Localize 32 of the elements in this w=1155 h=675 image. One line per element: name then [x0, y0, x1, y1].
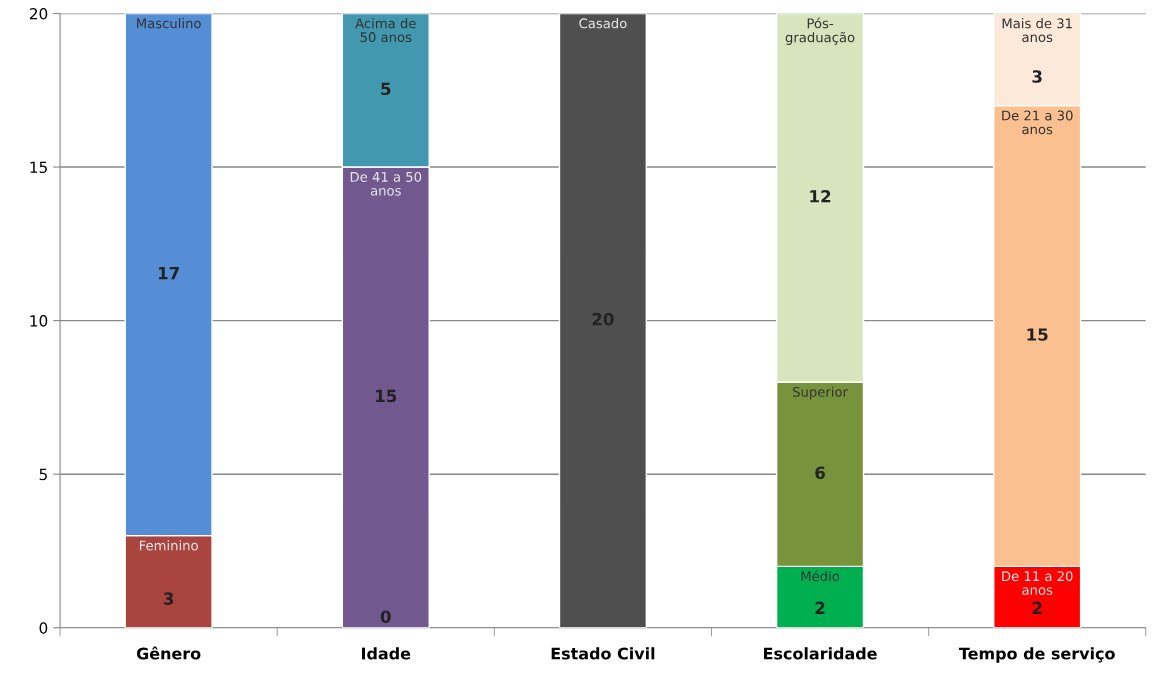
- series-label: Médio: [801, 570, 840, 582]
- series-label: Casado: [579, 18, 627, 29]
- y-tick-label: 5: [39, 468, 47, 481]
- x-tick-label: Tempo de serviço: [958, 647, 1115, 663]
- annotation: 0: [380, 610, 391, 623]
- series-label: De 41 a 50 anos: [350, 171, 422, 196]
- data-label: 2: [815, 601, 825, 614]
- data-label: 6: [815, 466, 825, 480]
- series-label: Feminino: [139, 540, 198, 551]
- data-label: 15: [376, 389, 397, 403]
- x-tick-label: Estado Civil: [551, 647, 655, 660]
- series-label: Pós- graduação: [785, 17, 855, 45]
- data-label: 15: [1027, 328, 1048, 341]
- data-label: 12: [810, 190, 831, 203]
- series-label: Superior: [793, 386, 848, 400]
- x-tick-label: Idade: [362, 647, 411, 660]
- x-tick-label: Escolaridade: [764, 647, 877, 660]
- series-label: Acima de 50 anos: [355, 18, 416, 43]
- data-label: 2: [1032, 601, 1042, 614]
- series-label: De 21 a 30 anos: [1002, 110, 1073, 135]
- series-label: Mais de 31 anos: [1002, 18, 1072, 43]
- series-label: De 11 a 20 anos: [1002, 571, 1073, 595]
- y-tick-label: 20: [29, 7, 48, 20]
- data-label: 3: [163, 592, 174, 605]
- data-label: 3: [1032, 70, 1042, 83]
- data-label: 5: [381, 82, 391, 96]
- x-tick-label: Gênero: [136, 646, 201, 660]
- series-label: Masculino: [137, 18, 201, 29]
- data-label: 17: [158, 267, 179, 280]
- y-tick-label: 10: [30, 315, 48, 327]
- y-tick-label: 0: [39, 622, 48, 634]
- y-tick-label: 15: [30, 161, 47, 174]
